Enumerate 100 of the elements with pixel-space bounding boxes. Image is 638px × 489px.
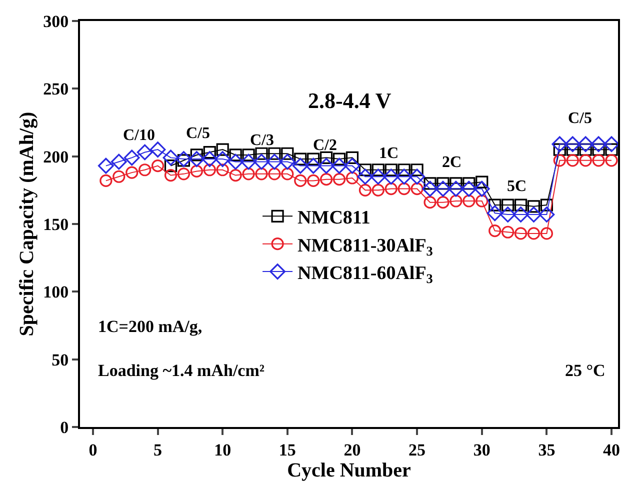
annotation: C/10 <box>123 127 155 144</box>
point <box>268 147 281 160</box>
y-tick-label: 0 <box>60 418 69 437</box>
point <box>605 154 618 167</box>
point <box>410 182 424 196</box>
point <box>357 168 374 185</box>
point <box>229 148 242 162</box>
point <box>242 168 255 180</box>
y-tick-label: 300 <box>43 12 69 31</box>
point <box>538 206 555 222</box>
point <box>578 136 594 152</box>
point <box>579 154 592 167</box>
point <box>398 182 410 196</box>
point <box>242 148 255 162</box>
point <box>136 144 153 160</box>
point <box>460 180 477 197</box>
point <box>592 154 605 167</box>
point <box>450 194 462 208</box>
point <box>240 154 256 170</box>
point <box>177 168 190 180</box>
x-tick-label: 20 <box>344 440 361 460</box>
point <box>344 158 360 174</box>
point <box>294 174 307 187</box>
point <box>435 180 451 197</box>
annotation: C/2 <box>313 137 337 154</box>
x-tick-label: 30 <box>473 440 490 460</box>
point <box>424 196 436 209</box>
y-tick-label: 250 <box>43 80 69 99</box>
point <box>254 154 270 170</box>
point <box>110 154 127 170</box>
x-tick-label: 0 <box>88 440 98 460</box>
point <box>332 173 346 186</box>
annotation: C/5 <box>568 110 592 127</box>
y-tick-label: 150 <box>43 214 69 234</box>
point <box>448 180 464 197</box>
y-tick-label: 200 <box>43 147 69 166</box>
point <box>268 168 281 180</box>
point <box>476 176 488 188</box>
point <box>281 168 294 180</box>
legend-label: NMC811-60AlF$_{3}$ <box>298 262 434 286</box>
point <box>409 168 426 185</box>
point <box>553 154 566 167</box>
annotation: 1C <box>379 145 399 162</box>
point <box>527 227 540 240</box>
point <box>150 142 166 158</box>
legend-label: NMC811 <box>298 208 370 229</box>
point <box>527 200 540 213</box>
point <box>512 206 529 222</box>
annotation: 1C=200 mA/g, <box>98 317 202 336</box>
point <box>500 206 516 222</box>
point <box>255 147 268 160</box>
point <box>604 136 620 152</box>
point <box>292 158 308 174</box>
point <box>281 147 294 160</box>
point <box>486 205 503 222</box>
point <box>526 206 542 222</box>
annotation: 2C <box>442 154 462 171</box>
y-tick-label: 50 <box>52 350 69 370</box>
legend-label: NMC811-30AlF$_{3}$ <box>298 235 434 258</box>
annotation: 2.8-4.4 V <box>308 88 392 113</box>
point <box>540 198 553 212</box>
annotation: C/3 <box>250 132 274 149</box>
point <box>294 152 307 166</box>
point <box>331 158 348 174</box>
point <box>383 168 400 185</box>
point <box>346 172 359 184</box>
point <box>552 136 568 152</box>
annotation: Loading ~1.4 mAh/cm² <box>98 361 264 380</box>
x-axis-title: Cycle Number <box>287 459 412 482</box>
annotation: 5C <box>507 178 527 195</box>
point <box>396 168 412 185</box>
point <box>228 154 244 170</box>
point <box>305 158 322 174</box>
point <box>307 152 320 166</box>
point <box>203 164 216 176</box>
point <box>422 180 438 197</box>
point <box>564 136 581 152</box>
point <box>476 194 488 208</box>
point <box>332 152 346 166</box>
point <box>462 194 476 208</box>
point <box>384 182 398 196</box>
point <box>112 170 126 183</box>
point <box>358 184 372 196</box>
point <box>162 150 179 166</box>
point <box>346 151 359 164</box>
point <box>372 184 384 196</box>
point <box>590 136 606 152</box>
point <box>566 154 579 167</box>
x-tick-label: 15 <box>278 440 296 460</box>
point <box>540 227 553 240</box>
point <box>474 180 490 197</box>
point <box>255 168 268 180</box>
x-tick-label: 10 <box>214 440 232 460</box>
point <box>266 154 282 170</box>
point <box>216 164 229 176</box>
point <box>488 198 502 212</box>
y-tick-label: 100 <box>43 282 69 302</box>
point <box>502 226 514 238</box>
annotation: 25 °C <box>565 361 606 380</box>
point <box>138 164 152 176</box>
